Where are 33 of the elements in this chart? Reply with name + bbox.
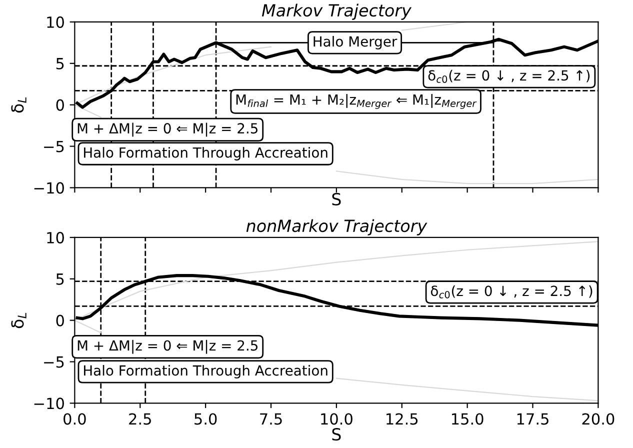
annotation: M$_{final}$ = M₁ + M₂|z$_{Merger}$ ⇐ M₁|z$_{Merger}$ (236, 94, 477, 109)
y-tick-label: 5 (56, 274, 64, 285)
y-tick-label: 10 (47, 16, 64, 28)
x-tick-label: 15.0 (452, 413, 484, 425)
x-tick-label: 12.5 (386, 413, 418, 425)
x-tick-label: 7.5 (260, 413, 282, 425)
annotation: Halo Merger (314, 36, 398, 50)
annotation: M + ΔM|z = 0 ⇐ M|z = 2.5 (78, 122, 258, 137)
y-axis-title: δ$_{L}$ (11, 97, 26, 113)
chart-title: nonMarkov Trajectory (246, 219, 428, 236)
y-tick-label: −10 (34, 398, 64, 410)
x-tick-label: 20.0 (582, 413, 614, 425)
x-tick-label: 17.5 (517, 413, 548, 425)
annotation: δ$_{c0}$(z = 0 ↓ , z = 2.5 ↑) (430, 285, 592, 298)
x-axis-title: S (332, 428, 341, 441)
annotation: δ$_{c0}$(z = 0 ↓ , z = 2.5 ↑) (428, 70, 590, 83)
annotation: Halo Formation Through Accreation (84, 147, 328, 160)
x-tick-label: 0.0 (64, 413, 86, 425)
y-tick-label: 0 (56, 99, 64, 111)
y-axis-title: δ$_{L}$ (11, 312, 26, 328)
annotation: M + ΔM|z = 0 ⇐ M|z = 2.5 (78, 340, 258, 354)
y-tick-label: 5 (56, 58, 64, 70)
y-tick-label: 0 (56, 314, 64, 326)
y-tick-label: 10 (47, 232, 64, 244)
y-tick-label: −5 (44, 140, 64, 152)
chart-title: Markov Trajectory (262, 4, 412, 20)
x-tick-label: 5.0 (194, 413, 217, 425)
y-tick-label: −5 (44, 356, 64, 368)
x-tick-label: 10.0 (321, 413, 352, 425)
x-axis-title: S (332, 192, 341, 206)
y-tick-label: −10 (34, 182, 64, 194)
annotation: Halo Formation Through Accreation (84, 364, 328, 378)
x-tick-label: 2.5 (129, 413, 151, 425)
